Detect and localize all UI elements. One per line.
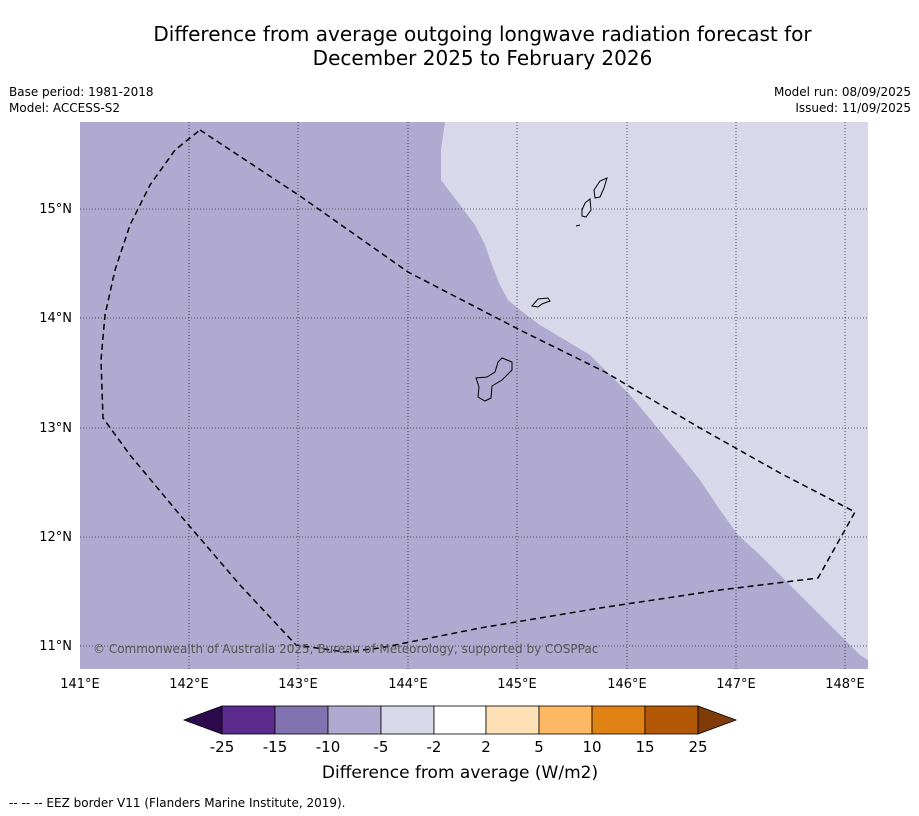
- colorbar-band-6: [485, 705, 540, 735]
- colorbar-band-7: [538, 705, 593, 735]
- map-region-minus5-minus2: [441, 122, 868, 660]
- colorbar-band-5: [433, 705, 487, 735]
- island-rota: [531, 297, 551, 308]
- lon-label-143: 143°E: [278, 677, 318, 692]
- colorbar-tick-4: -5: [374, 738, 389, 756]
- lon-label-142: 142°E: [169, 677, 209, 692]
- eez-border: [100, 129, 857, 653]
- colorbar-band-3: [327, 705, 382, 735]
- island-tinian: [581, 198, 592, 218]
- island-aguijan: [575, 224, 581, 227]
- lon-label-147: 147°E: [716, 677, 756, 692]
- title-line-1: Difference from average outgoing longwav…: [153, 22, 812, 46]
- colorbar-label: Difference from average (W/m2): [322, 763, 598, 783]
- islands: [475, 177, 608, 402]
- island-guam: [475, 357, 513, 402]
- meta-right: Model run: 08/09/2025 Issued: 11/09/2025: [774, 84, 911, 116]
- issued-date: Issued: 11/09/2025: [795, 101, 911, 115]
- colorbar-tick-8: 10: [582, 738, 601, 756]
- lat-label-15: 15°N: [39, 202, 72, 217]
- model-name: Model: ACCESS-S2: [9, 101, 121, 115]
- colorbar-extend-high: [697, 705, 738, 735]
- lat-label-14: 14°N: [39, 311, 72, 326]
- footnote: -- -- -- EEZ border V11 (Flanders Marine…: [9, 796, 346, 810]
- colorbar-tick-2: -15: [263, 738, 288, 756]
- colorbar-tick-5: -2: [427, 738, 442, 756]
- meta-left: Base period: 1981-2018 Model: ACCESS-S2: [9, 84, 154, 116]
- page-title: Difference from average outgoing longwav…: [0, 22, 919, 70]
- colorbar-tick-7: 5: [534, 738, 544, 756]
- lon-label-141: 141°E: [60, 677, 100, 692]
- colorbar-tick-3: -10: [316, 738, 341, 756]
- colorbar-tick-6: 2: [481, 738, 491, 756]
- colorbar-extend-low: [182, 705, 223, 735]
- lat-label-11: 11°N: [39, 639, 72, 654]
- model-run: Model run: 08/09/2025: [773, 85, 911, 99]
- copyright-text: © Commonwealth of Australia 2025, Bureau…: [93, 642, 598, 656]
- colorbar-tick-1: -25: [210, 738, 235, 756]
- map-figure: © Commonwealth of Australia 2025, Bureau…: [39, 122, 868, 783]
- colorbar-tick-9: 15: [635, 738, 654, 756]
- lon-label-148: 148°E: [825, 677, 865, 692]
- colorbar-tick-10: 25: [688, 738, 707, 756]
- island-saipan: [593, 177, 608, 199]
- colorbar-band-8: [591, 705, 646, 735]
- lon-label-146: 146°E: [607, 677, 647, 692]
- lat-label-12: 12°N: [39, 530, 72, 545]
- base-period: Base period: 1981-2018: [9, 85, 154, 99]
- title-line-2: December 2025 to February 2026: [312, 46, 653, 70]
- gridlines: [80, 122, 868, 669]
- colorbar-band-2: [274, 705, 329, 735]
- lon-label-145: 145°E: [497, 677, 537, 692]
- colorbar-band-9: [644, 705, 699, 735]
- colorbar-band-1: [221, 705, 276, 735]
- colorbar-band-4: [380, 705, 435, 735]
- lat-label-13: 13°N: [39, 421, 72, 436]
- lon-label-144: 144°E: [388, 677, 428, 692]
- colorbar: [182, 705, 738, 735]
